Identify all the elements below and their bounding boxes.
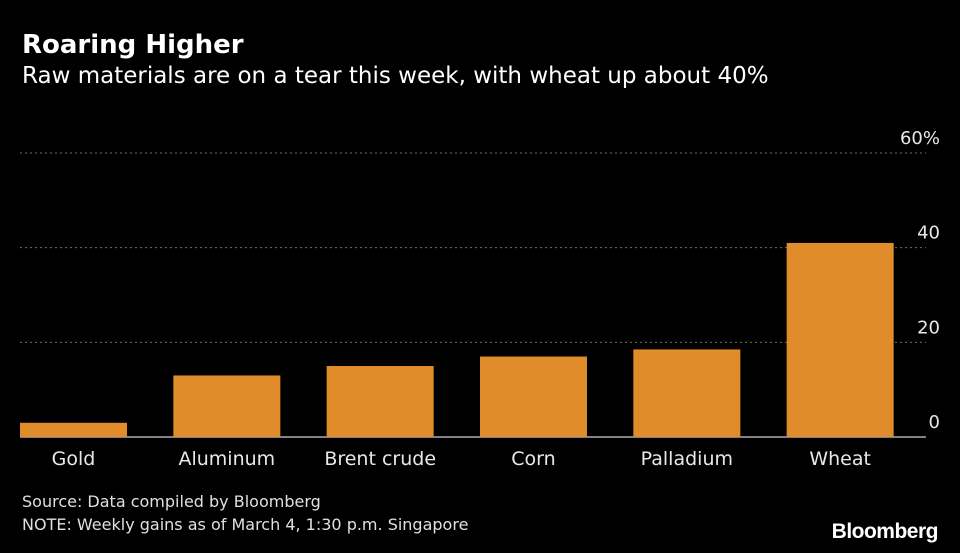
bar-corn	[480, 356, 587, 437]
category-label: Corn	[511, 448, 555, 470]
y-tick-label: 60%	[900, 128, 940, 149]
bars	[20, 242, 894, 437]
y-tick-labels: 0 20 40 60%	[900, 128, 940, 433]
chart-title: Roaring Higher	[22, 30, 244, 60]
bar-gold	[20, 422, 127, 437]
y-tick-label: 0	[929, 412, 940, 433]
category-label: Palladium	[641, 448, 733, 470]
bar-wheat	[786, 242, 894, 437]
category-label: Brent crude	[324, 448, 436, 470]
category-label: Gold	[52, 448, 96, 470]
bar-palladium	[633, 349, 741, 437]
category-label: Wheat	[809, 448, 871, 470]
bar-aluminum	[173, 375, 281, 437]
chart-subtitle: Raw materials are on a tear this week, w…	[22, 63, 769, 89]
bar-chart: Gold Aluminum Brent crude Corn Palladium Whea…	[20, 128, 940, 470]
source-note: Source: Data compiled by Bloomberg	[22, 492, 321, 511]
category-label: Aluminum	[178, 448, 275, 470]
gridlines	[20, 152, 926, 438]
footnote: NOTE: Weekly gains as of March 4, 1:30 p…	[22, 515, 469, 534]
y-tick-label: 20	[917, 317, 940, 338]
bar-brent-crude	[326, 366, 434, 437]
bloomberg-logo: Bloomberg	[831, 520, 939, 543]
category-labels: Gold Aluminum Brent crude Corn Palladium Whea…	[52, 448, 871, 470]
y-tick-label: 40	[917, 223, 940, 244]
